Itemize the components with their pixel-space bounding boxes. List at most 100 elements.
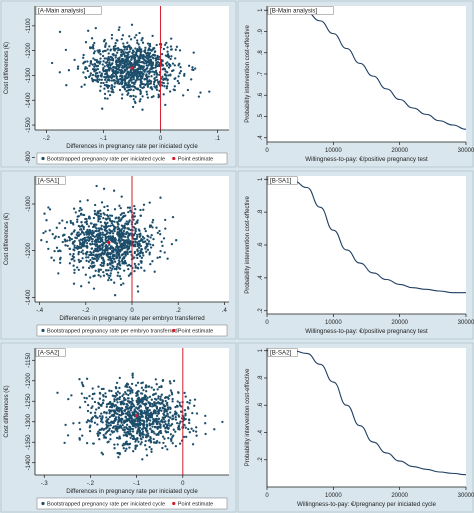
bootstrap-point	[116, 39, 119, 42]
bootstrap-point	[161, 400, 165, 403]
bootstrap-point	[83, 396, 86, 400]
bootstrap-point	[153, 80, 156, 83]
bootstrap-point	[171, 400, 174, 403]
bootstrap-point	[150, 398, 153, 401]
bootstrap-point	[91, 73, 95, 77]
bootstrap-point	[89, 222, 93, 225]
bootstrap-point	[120, 195, 123, 198]
bootstrap-point	[156, 256, 159, 259]
bootstrap-point	[86, 409, 90, 413]
bootstrap-point	[110, 37, 114, 40]
bootstrap-point	[103, 205, 106, 209]
bootstrap-point	[148, 201, 151, 204]
bootstrap-point	[162, 403, 165, 407]
bootstrap-point	[93, 400, 97, 404]
bootstrap-point	[166, 46, 169, 49]
bootstrap-point	[77, 268, 80, 272]
bootstrap-point	[118, 48, 121, 51]
bootstrap-point	[145, 78, 148, 81]
bootstrap-point	[117, 67, 120, 70]
bootstrap-point	[102, 252, 105, 255]
bootstrap-point	[153, 77, 156, 80]
bootstrap-point	[143, 240, 146, 244]
bootstrap-point	[185, 435, 188, 439]
x-tick-label: 10000	[325, 320, 342, 326]
legend: Bootstrapped pregnancy rate per embryo t…	[36, 324, 228, 337]
bootstrap-point	[174, 413, 178, 416]
x-axis-title: Differences in pregnancy rate per inicia…	[66, 488, 198, 495]
bootstrap-point	[155, 440, 159, 443]
bootstrap-point	[98, 78, 101, 81]
bootstrap-point	[153, 401, 156, 404]
bootstrap-point	[142, 208, 145, 211]
bootstrap-point	[99, 53, 102, 56]
bootstrap-point	[64, 244, 67, 247]
bootstrap-point	[186, 400, 189, 404]
bootstrap-point	[175, 45, 179, 48]
bootstrap-point	[129, 78, 132, 81]
bootstrap-point	[95, 234, 99, 238]
bootstrap-point	[109, 424, 112, 427]
bootstrap-point	[117, 456, 120, 459]
bootstrap-point	[100, 224, 103, 227]
panel-label-box	[35, 348, 66, 357]
bootstrap-point	[161, 402, 164, 405]
bootstrap-point	[103, 87, 106, 90]
bootstrap-point	[102, 67, 105, 70]
bootstrap-point	[81, 230, 84, 233]
bootstrap-point	[98, 397, 102, 400]
y-tick-label: -1300	[26, 67, 32, 83]
bootstrap-point	[43, 212, 46, 215]
bootstrap-point	[147, 434, 150, 437]
bootstrap-point	[74, 236, 77, 239]
bootstrap-point	[118, 406, 121, 410]
bootstrap-point	[97, 210, 100, 213]
bootstrap-point	[71, 242, 74, 245]
y-tick-label: -1400	[26, 454, 32, 470]
y-tick-label: 1	[258, 348, 264, 352]
y-tick-label: .4	[258, 275, 264, 281]
bootstrap-point	[97, 268, 100, 271]
bootstrap-point	[157, 82, 160, 85]
bootstrap-point	[116, 225, 119, 228]
bootstrap-point	[77, 253, 80, 256]
bootstrap-point	[111, 58, 115, 62]
bootstrap-point	[162, 424, 165, 427]
y-tick-label: .4	[258, 429, 264, 435]
bootstrap-point	[107, 57, 110, 60]
bootstrap-point	[139, 249, 142, 252]
bootstrap-point	[178, 442, 182, 445]
bootstrap-point	[105, 269, 108, 272]
bootstrap-point	[132, 88, 135, 92]
bootstrap-point	[144, 384, 148, 387]
bootstrap-point	[110, 63, 113, 66]
bootstrap-point	[174, 444, 178, 448]
bootstrap-point	[158, 406, 162, 410]
bootstrap-point	[114, 72, 118, 75]
bootstrap-point	[171, 414, 174, 417]
bootstrap-point	[145, 410, 149, 413]
bootstrap-point	[133, 232, 137, 235]
bootstrap-point	[154, 411, 157, 414]
bootstrap-point	[132, 450, 135, 453]
bootstrap-point	[119, 408, 123, 411]
bootstrap-point	[119, 74, 122, 77]
bootstrap-point	[87, 266, 91, 270]
bootstrap-point	[143, 237, 146, 240]
bootstrap-point	[59, 261, 62, 264]
bootstrap-point	[174, 418, 178, 421]
bootstrap-point	[141, 397, 144, 400]
bootstrap-point	[123, 60, 126, 63]
bootstrap-point	[139, 66, 142, 69]
bootstrap-point	[133, 63, 136, 66]
bootstrap-point	[120, 417, 124, 420]
bootstrap-point	[120, 421, 123, 424]
bootstrap-point	[76, 67, 80, 70]
bootstrap-point	[115, 61, 118, 64]
bootstrap-point	[187, 64, 191, 67]
bootstrap-point	[152, 237, 155, 241]
bootstrap-point	[101, 416, 104, 419]
bootstrap-point	[157, 395, 160, 398]
bootstrap-point	[172, 428, 175, 431]
bootstrap-point	[164, 445, 167, 448]
